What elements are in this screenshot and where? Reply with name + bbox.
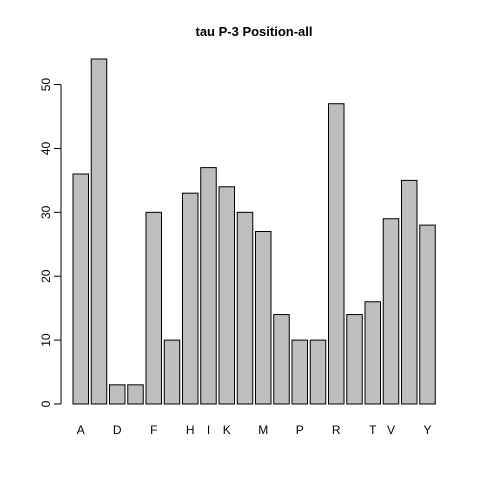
bar-W bbox=[401, 179, 418, 405]
bar-G bbox=[163, 339, 181, 405]
y-tick-label: 50 bbox=[39, 78, 53, 92]
x-tick-label: D bbox=[113, 423, 122, 437]
x-tick-label: M bbox=[258, 423, 268, 437]
x-tick-label: K bbox=[223, 423, 231, 437]
chart-title: tau P-3 Position-all bbox=[195, 24, 312, 39]
bars-group bbox=[72, 58, 436, 405]
bar-T bbox=[364, 301, 381, 405]
y-tick-label: 30 bbox=[39, 205, 53, 219]
x-tick-label: V bbox=[387, 423, 395, 437]
bar-A bbox=[72, 173, 89, 405]
bar-S bbox=[346, 314, 363, 405]
bar-V bbox=[382, 218, 400, 405]
bar-N bbox=[273, 314, 290, 405]
bar-E bbox=[127, 384, 144, 405]
x-tick-label: R bbox=[332, 423, 341, 437]
x-tick-label: I bbox=[207, 423, 210, 437]
bar-D bbox=[109, 384, 126, 405]
bar-K bbox=[218, 186, 235, 405]
bar-M bbox=[255, 231, 272, 405]
bar-F bbox=[145, 211, 162, 405]
bar-L bbox=[236, 211, 254, 405]
bar-H bbox=[182, 192, 199, 405]
y-axis: 0 10 20 30 40 50 bbox=[39, 78, 62, 407]
bar-Q bbox=[309, 339, 327, 405]
x-tick-label: A bbox=[77, 423, 85, 437]
x-tick-label: T bbox=[369, 423, 377, 437]
y-tick-label: 0 bbox=[39, 400, 53, 407]
x-tick-label: H bbox=[186, 423, 195, 437]
bar-I bbox=[200, 167, 217, 405]
bar-C bbox=[90, 58, 108, 405]
y-tick-label: 10 bbox=[39, 333, 53, 347]
x-tick-label: F bbox=[150, 423, 157, 437]
x-tick-label: P bbox=[296, 423, 304, 437]
y-tick-label: 20 bbox=[39, 269, 53, 283]
y-tick-label: 40 bbox=[39, 141, 53, 155]
bar-R bbox=[328, 103, 345, 405]
bar-Y bbox=[419, 224, 436, 405]
x-tick-label: Y bbox=[423, 423, 431, 437]
bar-P bbox=[291, 339, 308, 405]
